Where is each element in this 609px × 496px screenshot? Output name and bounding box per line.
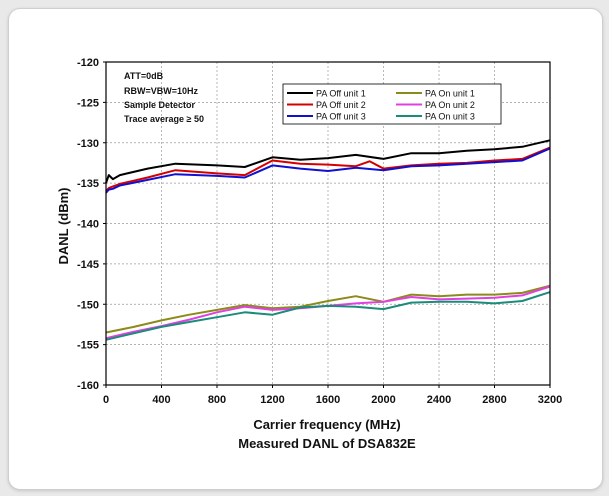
chart-caption: Measured DANL of DSA832E [238, 436, 416, 451]
x-tick-label: 400 [152, 394, 170, 406]
y-tick-label: -130 [77, 138, 99, 150]
y-tick-labels: -120 -125 -130 -135 -140 -145 -150 -155 -160 [77, 57, 106, 392]
annotation-detector: Sample Detector [124, 100, 196, 110]
annotation-block: ATT=0dB RBW=VBW=10Hz Sample Detector Tra… [124, 71, 204, 124]
y-tick-label: -120 [77, 57, 99, 69]
legend-label: PA Off unit 2 [316, 100, 366, 110]
y-tick-label: -150 [77, 299, 99, 311]
legend-label: PA On unit 2 [425, 100, 475, 110]
y-tick-label: -145 [77, 259, 99, 271]
x-axis-title: Carrier frequency (MHz) [253, 417, 400, 432]
y-tick-label: -135 [77, 178, 99, 190]
legend-label: PA Off unit 3 [316, 112, 366, 122]
series-lines [105, 139, 551, 341]
series-line [105, 147, 551, 194]
y-tick-label: -160 [77, 380, 99, 392]
y-axis-title: DANL (dBm) [56, 187, 71, 264]
x-tick-label: 3200 [538, 394, 562, 406]
legend: PA Off unit 1PA Off unit 2 PA Off unit 3 P… [282, 83, 502, 125]
annotation-rbw: RBW=VBW=10Hz [124, 86, 199, 96]
annotation-trace-average: Trace average ≥ 50 [124, 114, 204, 124]
x-tick-label: 0 [103, 394, 109, 406]
legend-label: PA On unit 3 [425, 112, 475, 122]
y-tick-label: -140 [77, 219, 99, 231]
y-tick-label: -125 [77, 97, 99, 109]
legend-label: PA Off unit 1 [316, 89, 366, 99]
plot-frame [105, 61, 551, 386]
y-tick-label: -155 [77, 340, 99, 352]
x-tick-label: 2800 [482, 394, 506, 406]
x-tick-label: 800 [208, 394, 226, 406]
series-line [105, 139, 551, 184]
x-tick-labels: 0 400 800 1200 1600 2000 2400 2800 3200 [103, 385, 562, 406]
legend-label: PA On unit 1 [425, 89, 475, 99]
x-tick-label: 2400 [427, 394, 451, 406]
annotation-att: ATT=0dB [124, 71, 164, 81]
x-tick-label: 2000 [371, 394, 395, 406]
series-line [105, 284, 551, 334]
series-line [105, 291, 551, 341]
x-tick-label: 1600 [316, 394, 340, 406]
x-tick-label: 1200 [260, 394, 284, 406]
legend-box [282, 83, 502, 125]
